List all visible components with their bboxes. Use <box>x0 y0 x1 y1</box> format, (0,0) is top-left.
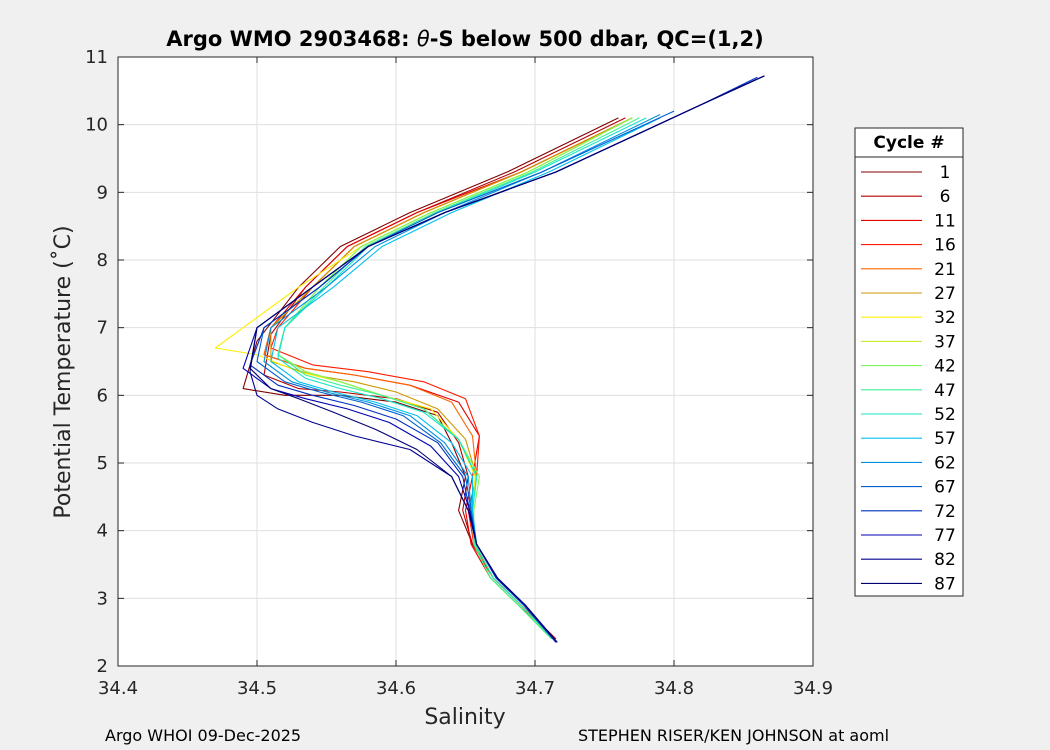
legend-label: 16 <box>934 236 956 256</box>
chart-title: Argo WMO 2903468: θ-S below 500 dbar, QC… <box>166 27 763 51</box>
x-tick-label: 34.8 <box>654 678 694 699</box>
legend-label: 27 <box>934 284 956 304</box>
y-tick-label: 7 <box>97 318 108 339</box>
title-theta-symbol: θ <box>417 27 430 51</box>
footer-right: STEPHEN RISER/KEN JOHNSON at aoml <box>578 726 889 745</box>
x-tick-label: 34.9 <box>793 678 833 699</box>
plot-frame <box>117 56 814 667</box>
y-tick-label: 4 <box>97 521 108 542</box>
legend-label: 21 <box>934 260 956 280</box>
legend-label: 42 <box>934 357 956 377</box>
legend-label: 62 <box>934 453 956 473</box>
legend-label: 1 <box>940 163 951 183</box>
legend-label: 32 <box>934 308 956 328</box>
y-tick-label: 11 <box>85 47 108 68</box>
title-prefix: Argo WMO 2903468: <box>166 27 417 51</box>
legend-box <box>854 127 964 597</box>
x-tick-label: 34.5 <box>237 678 277 699</box>
plot-area <box>118 57 813 666</box>
y-tick-label: 3 <box>97 588 108 609</box>
y-axis-title: Potential Temperature (˚C) <box>51 225 76 518</box>
legend-label: 87 <box>934 574 956 594</box>
legend-label: 37 <box>934 332 956 352</box>
legend-label: 11 <box>934 211 956 231</box>
legend-label: 67 <box>934 478 956 498</box>
legend-label: 72 <box>934 502 956 522</box>
legend-label: 57 <box>934 429 956 449</box>
data-series <box>214 75 765 643</box>
title-suffix: -S below 500 dbar, QC=(1,2) <box>430 27 764 51</box>
x-axis-title: Salinity <box>424 705 505 730</box>
legend-title: Cycle # <box>873 133 944 153</box>
legend-label: 47 <box>934 381 956 401</box>
series-line-cycle-47 <box>277 117 640 640</box>
legend-label: 77 <box>934 526 956 546</box>
y-tick-label: 6 <box>97 385 108 406</box>
footer-left: Argo WHOI 09-Dec-2025 <box>105 726 301 745</box>
legend-label: 6 <box>940 187 951 207</box>
y-tick-label: 5 <box>97 453 108 474</box>
x-tick-label: 34.6 <box>376 678 416 699</box>
legend-label: 82 <box>934 550 956 570</box>
x-tick-label: 34.7 <box>515 678 555 699</box>
legend: Cycle # 16111621273237424752576267727782… <box>854 127 964 597</box>
y-tick-label: 8 <box>97 250 108 271</box>
y-tick-label: 2 <box>97 656 108 677</box>
axis-ticks: 34.4 34.5 34.6 34.7 34.8 34.9 2 3 4 5 6 7 8 9 10 11 <box>85 47 833 699</box>
legend-label: 52 <box>934 405 956 425</box>
x-tick-label: 34.4 <box>98 678 138 699</box>
series-line-cycle-87 <box>249 75 765 643</box>
y-tick-label: 9 <box>97 182 108 203</box>
y-tick-label: 10 <box>85 115 108 136</box>
